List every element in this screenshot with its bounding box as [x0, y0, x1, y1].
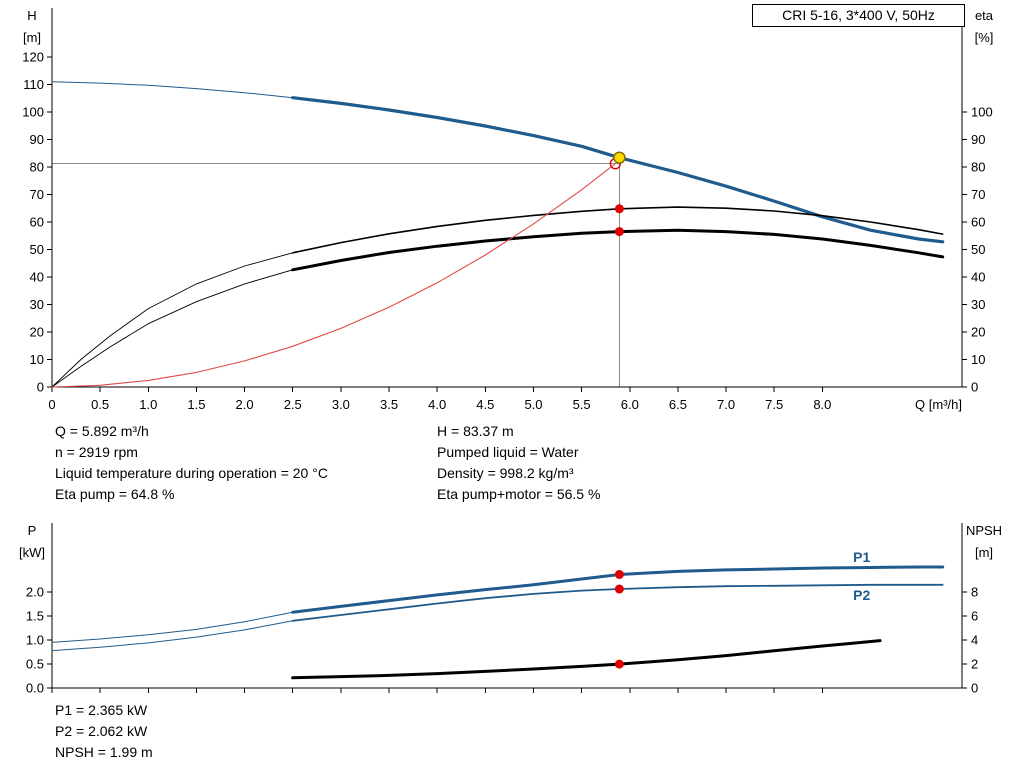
- left-axis-name: P: [28, 523, 37, 538]
- x-axis-tick-label: 0.5: [91, 397, 109, 412]
- right-axis-tick-label: 50: [971, 242, 985, 257]
- left-axis-tick-label: 2.0: [26, 585, 44, 600]
- left-axis-tick-label: 110: [23, 77, 44, 92]
- right-axis-tick-label: 90: [971, 132, 985, 147]
- qh-curve-lead: [51, 81, 294, 99]
- readout-liquid-temperature: Liquid temperature during operation = 20…: [55, 465, 328, 481]
- x-axis-tick-label: 1.5: [187, 397, 205, 412]
- x-axis-tick-label: 3.0: [332, 397, 350, 412]
- left-axis-tick-label: 120: [22, 49, 44, 64]
- eta-pump-curve-lead: [51, 252, 294, 388]
- readout-p2: P2 = 2.062 kW: [55, 723, 148, 739]
- pump-model-label: CRI 5-16, 3*400 V, 50Hz: [752, 4, 965, 27]
- readout-eta-pump: Eta pump = 64.8 %: [55, 486, 175, 502]
- left-axis-unit: [m]: [23, 30, 41, 45]
- left-axis-tick-label: 0: [37, 380, 44, 395]
- eta-pump-point: [614, 204, 624, 214]
- x-axis-tick-label: 5.5: [573, 397, 591, 412]
- p1-point: [614, 569, 624, 579]
- left-axis-tick-label: 0.0: [26, 681, 44, 696]
- x-axis-tick-label: 5.0: [524, 397, 542, 412]
- left-axis-tick-label: 70: [30, 187, 44, 202]
- readout-eta-pump-motor: Eta pump+motor = 56.5 %: [437, 486, 601, 502]
- left-axis-tick-label: 20: [30, 324, 44, 339]
- right-axis-unit: [%]: [975, 30, 994, 45]
- p1-curve-lead: [51, 611, 294, 643]
- eta-pump-motor-curve-lead: [51, 269, 294, 388]
- x-axis-tick-label: 8.0: [813, 397, 831, 412]
- p2-curve-lead: [51, 620, 294, 652]
- x-axis-tick-label: 1.0: [139, 397, 157, 412]
- right-axis-tick-label: 40: [971, 269, 985, 284]
- readout-flow: Q = 5.892 m³/h: [55, 423, 149, 439]
- p2-curve-label: P2: [853, 587, 870, 603]
- power-npsh-chart: 0.0 0.5 1.0 1.5 2.0 0 2 4 6 8 P [kW] NPSH [m] P1 P2: [19, 523, 1002, 696]
- right-axis-tick-label: 0: [971, 380, 978, 395]
- npsh-curve: [291, 639, 882, 680]
- right-axis-tick-label: 60: [971, 214, 985, 229]
- right-axis-name: eta: [975, 8, 994, 23]
- eta-pump-motor-point: [614, 227, 624, 237]
- left-axis-tick-label: 80: [30, 159, 44, 174]
- x-axis-tick-label: 6.5: [669, 397, 687, 412]
- right-axis-unit: [m]: [975, 545, 993, 560]
- left-axis-tick-label: 10: [30, 352, 44, 367]
- left-axis-tick-label: 100: [22, 104, 44, 119]
- left-axis-tick-label: 1.5: [26, 609, 44, 624]
- p1-curve-label: P1: [853, 549, 870, 565]
- right-axis-tick-label: 10: [971, 352, 985, 367]
- left-axis-tick-label: 0.5: [26, 657, 44, 672]
- right-axis-tick-label: 8: [971, 585, 978, 600]
- left-axis-tick-label: 60: [30, 214, 44, 229]
- x-axis-tick-label: 0: [48, 397, 55, 412]
- npsh-point: [614, 659, 624, 669]
- right-axis-tick-label: 80: [971, 159, 985, 174]
- x-axis-tick-label: 7.5: [765, 397, 783, 412]
- left-axis-tick-label: 30: [30, 297, 44, 312]
- left-axis-tick-label: 40: [30, 269, 44, 284]
- eta-pump-motor-curve: [291, 228, 945, 272]
- operating-point[interactable]: [613, 151, 626, 164]
- duty-readouts-left: Q = 5.892 m³/h n = 2919 rpm Liquid tempe…: [55, 421, 328, 505]
- duty-readouts-right: H = 83.37 m Pumped liquid = Water Densit…: [437, 421, 600, 505]
- right-axis-tick-label: 4: [971, 633, 978, 648]
- power-readouts: P1 = 2.365 kW P2 = 2.062 kW NPSH = 1.99 …: [55, 700, 153, 763]
- readout-p1: P1 = 2.365 kW: [55, 702, 148, 718]
- x-axis-tick-label: 2.5: [284, 397, 302, 412]
- readout-speed: n = 2919 rpm: [55, 444, 138, 460]
- x-axis-tick-label: 4.0: [428, 397, 446, 412]
- right-axis-tick-label: 100: [971, 104, 993, 119]
- left-axis-tick-label: 1.0: [26, 633, 44, 648]
- right-axis-tick-label: 20: [971, 324, 985, 339]
- readout-head: H = 83.37 m: [437, 423, 514, 439]
- left-axis-tick-label: 50: [30, 242, 44, 257]
- right-axis-tick-label: 70: [971, 187, 985, 202]
- qh-curve: [291, 96, 945, 244]
- x-axis-tick-label: 4.5: [476, 397, 494, 412]
- system-curve: [51, 163, 616, 388]
- p2-point: [614, 584, 624, 594]
- right-axis-tick-label: 30: [971, 297, 985, 312]
- x-axis-tick-label: 2.0: [236, 397, 254, 412]
- left-axis-unit: [kW]: [19, 545, 45, 560]
- x-axis-tick-label: 3.5: [380, 397, 398, 412]
- x-axis-label: Q [m³/h]: [915, 397, 962, 412]
- x-axis-tick-label: 7.0: [717, 397, 735, 412]
- left-axis-tick-label: 90: [30, 132, 44, 147]
- right-axis-tick-label: 0: [971, 681, 978, 696]
- readout-density: Density = 998.2 kg/m³: [437, 465, 574, 481]
- x-axis-tick-label: 6.0: [621, 397, 639, 412]
- readout-pumped-liquid: Pumped liquid = Water: [437, 444, 579, 460]
- left-axis-name: H: [27, 8, 36, 23]
- readout-npsh: NPSH = 1.99 m: [55, 744, 153, 760]
- right-axis-tick-label: 6: [971, 609, 978, 624]
- right-axis-name: NPSH: [966, 523, 1002, 538]
- qh-eta-chart: 0 10 20 30 40 50 60 70 80 90 100 110 120 0 10 20 30 40 50 6…: [22, 8, 994, 412]
- right-axis-tick-label: 2: [971, 657, 978, 672]
